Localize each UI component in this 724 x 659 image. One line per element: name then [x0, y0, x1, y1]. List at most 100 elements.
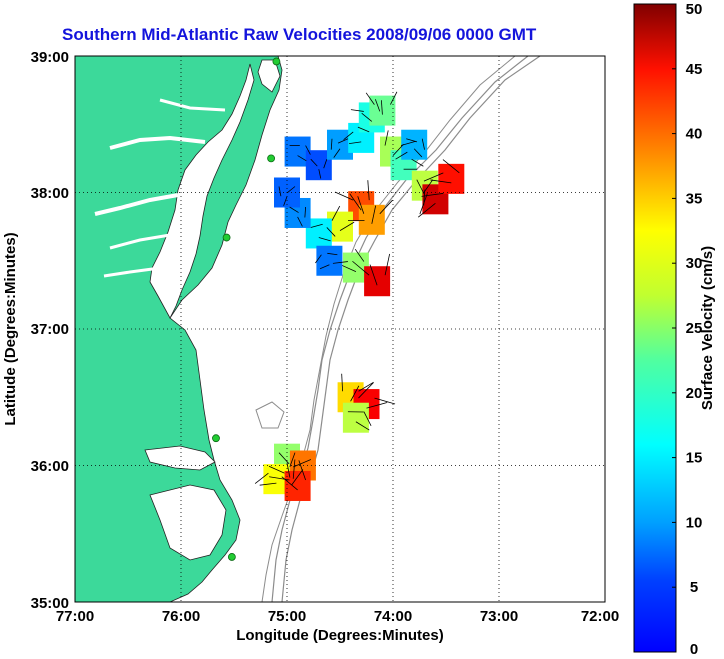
velocity-vector	[423, 172, 444, 182]
y-tick-label: 39:00	[31, 49, 69, 66]
velocity-vector	[341, 373, 343, 392]
x-axis-label: Longitude (Degrees:Minutes)	[236, 627, 444, 644]
y-axis-label: Latitude (Degrees:Minutes)	[2, 232, 19, 425]
velocity-vector	[355, 421, 370, 431]
colorbar-tick-label: 25	[686, 320, 703, 337]
velocity-vector	[392, 143, 404, 156]
y-tick-labels: 35:00 36:00 37:00 38:00 39:00	[31, 49, 69, 612]
velocity-vector	[339, 221, 355, 231]
velocity-vector	[416, 179, 425, 194]
y-tick-label: 36:00	[31, 458, 69, 475]
velocity-vector	[365, 92, 375, 105]
velocity-vector	[357, 196, 365, 214]
velocity-vector	[400, 140, 416, 146]
x-tick-label: 74:00	[374, 608, 412, 625]
velocity-vector	[374, 99, 381, 112]
colorbar-tick-label: 40	[686, 126, 703, 143]
york-river	[103, 266, 161, 278]
velocity-vector	[333, 148, 341, 158]
velocity-vector	[379, 199, 393, 215]
velocity-vectors	[254, 91, 460, 491]
velocity-vector	[390, 91, 398, 105]
velocity-vector	[413, 148, 423, 158]
upper-bay-inlet	[109, 135, 206, 150]
velocity-vector	[350, 385, 360, 402]
colorbar-ticks: 0 5 10 15 20 25 30 35 40 45 50	[672, 1, 702, 658]
velocity-vector	[318, 237, 331, 242]
velocity-vector	[334, 191, 354, 201]
velocity-vector	[291, 469, 304, 486]
velocity-vector	[442, 159, 460, 174]
velocity-vector	[268, 465, 285, 474]
x-tick-label: 73:00	[480, 608, 518, 625]
velocity-vector	[366, 402, 388, 409]
velocity-vector	[292, 459, 296, 479]
albemarle-sound	[144, 445, 216, 471]
radar-station-marker	[222, 233, 231, 242]
velocity-vector	[361, 112, 373, 122]
colorbar-tick-label: 50	[686, 1, 703, 18]
y-tick-label: 37:00	[31, 321, 69, 338]
velocity-cell	[342, 402, 369, 433]
colorbar-label: Surface Velocity (cm/s)	[699, 246, 716, 410]
velocity-vector	[330, 138, 333, 150]
velocity-vector	[318, 169, 322, 179]
x-tick-label: 72:00	[581, 608, 619, 625]
velocity-vector	[304, 206, 306, 218]
velocity-vector	[384, 253, 391, 276]
grid-lines	[75, 56, 605, 602]
x-tick-label: 76:00	[162, 608, 200, 625]
velocity-vector	[269, 476, 290, 481]
radar-station-marker	[267, 154, 276, 163]
velocity-vector	[350, 109, 364, 112]
velocity-vector	[283, 196, 288, 206]
velocity-cell	[358, 204, 385, 235]
velocity-vector	[278, 186, 282, 197]
bathymetry-loop	[255, 401, 285, 429]
velocity-cell	[316, 245, 343, 276]
velocity-vector	[343, 131, 354, 140]
velocity-cell	[401, 129, 428, 160]
colorbar-tick-label: 30	[686, 255, 703, 272]
chesapeake-bay	[149, 63, 255, 319]
y-tick-label: 38:00	[31, 185, 69, 202]
upper-bay-inlet-2	[159, 98, 226, 112]
radar-station-marker	[227, 553, 236, 561]
velocity-vector	[349, 193, 362, 211]
velocity-vector	[298, 460, 306, 481]
colorbar-tick-label: 35	[686, 190, 703, 207]
colorbar-tick-label: 10	[686, 514, 703, 531]
velocity-vector	[358, 381, 374, 392]
colorbar-tick-label: 45	[686, 61, 703, 78]
velocity-cells	[263, 95, 465, 501]
velocity-vector	[287, 186, 296, 194]
velocity-vector	[327, 252, 338, 256]
plot-area	[74, 55, 606, 603]
colorbar-tick-label: 15	[686, 450, 703, 467]
velocity-vector	[380, 100, 383, 115]
velocity-vector	[297, 155, 307, 162]
radar-stations	[212, 57, 281, 561]
velocity-vector	[278, 452, 290, 465]
velocity-vector	[419, 193, 428, 215]
velocity-vector	[337, 138, 349, 144]
velocity-vector	[367, 180, 370, 201]
velocity-vector	[319, 264, 330, 270]
colorbar-tick-label: 0	[690, 641, 698, 658]
velocity-vector	[310, 223, 323, 228]
velocity-vector	[417, 203, 436, 218]
y-tick-label: 35:00	[31, 595, 69, 612]
colorbar: 0 5 10 15 20 25 30 35 40 45 50 Surface Velocity (c…	[633, 1, 716, 658]
velocity-vector	[323, 159, 328, 169]
velocity-vector	[341, 265, 357, 272]
x-tick-label: 77:00	[56, 608, 94, 625]
velocity-vector	[430, 179, 452, 184]
colorbar-tick-label: 20	[686, 385, 703, 402]
velocity-vector	[281, 476, 298, 491]
rappahannock-river	[109, 233, 171, 250]
velocity-vector	[423, 179, 434, 193]
velocity-vector	[357, 126, 370, 133]
radar-station-marker	[212, 434, 220, 443]
velocity-vector	[292, 459, 312, 468]
